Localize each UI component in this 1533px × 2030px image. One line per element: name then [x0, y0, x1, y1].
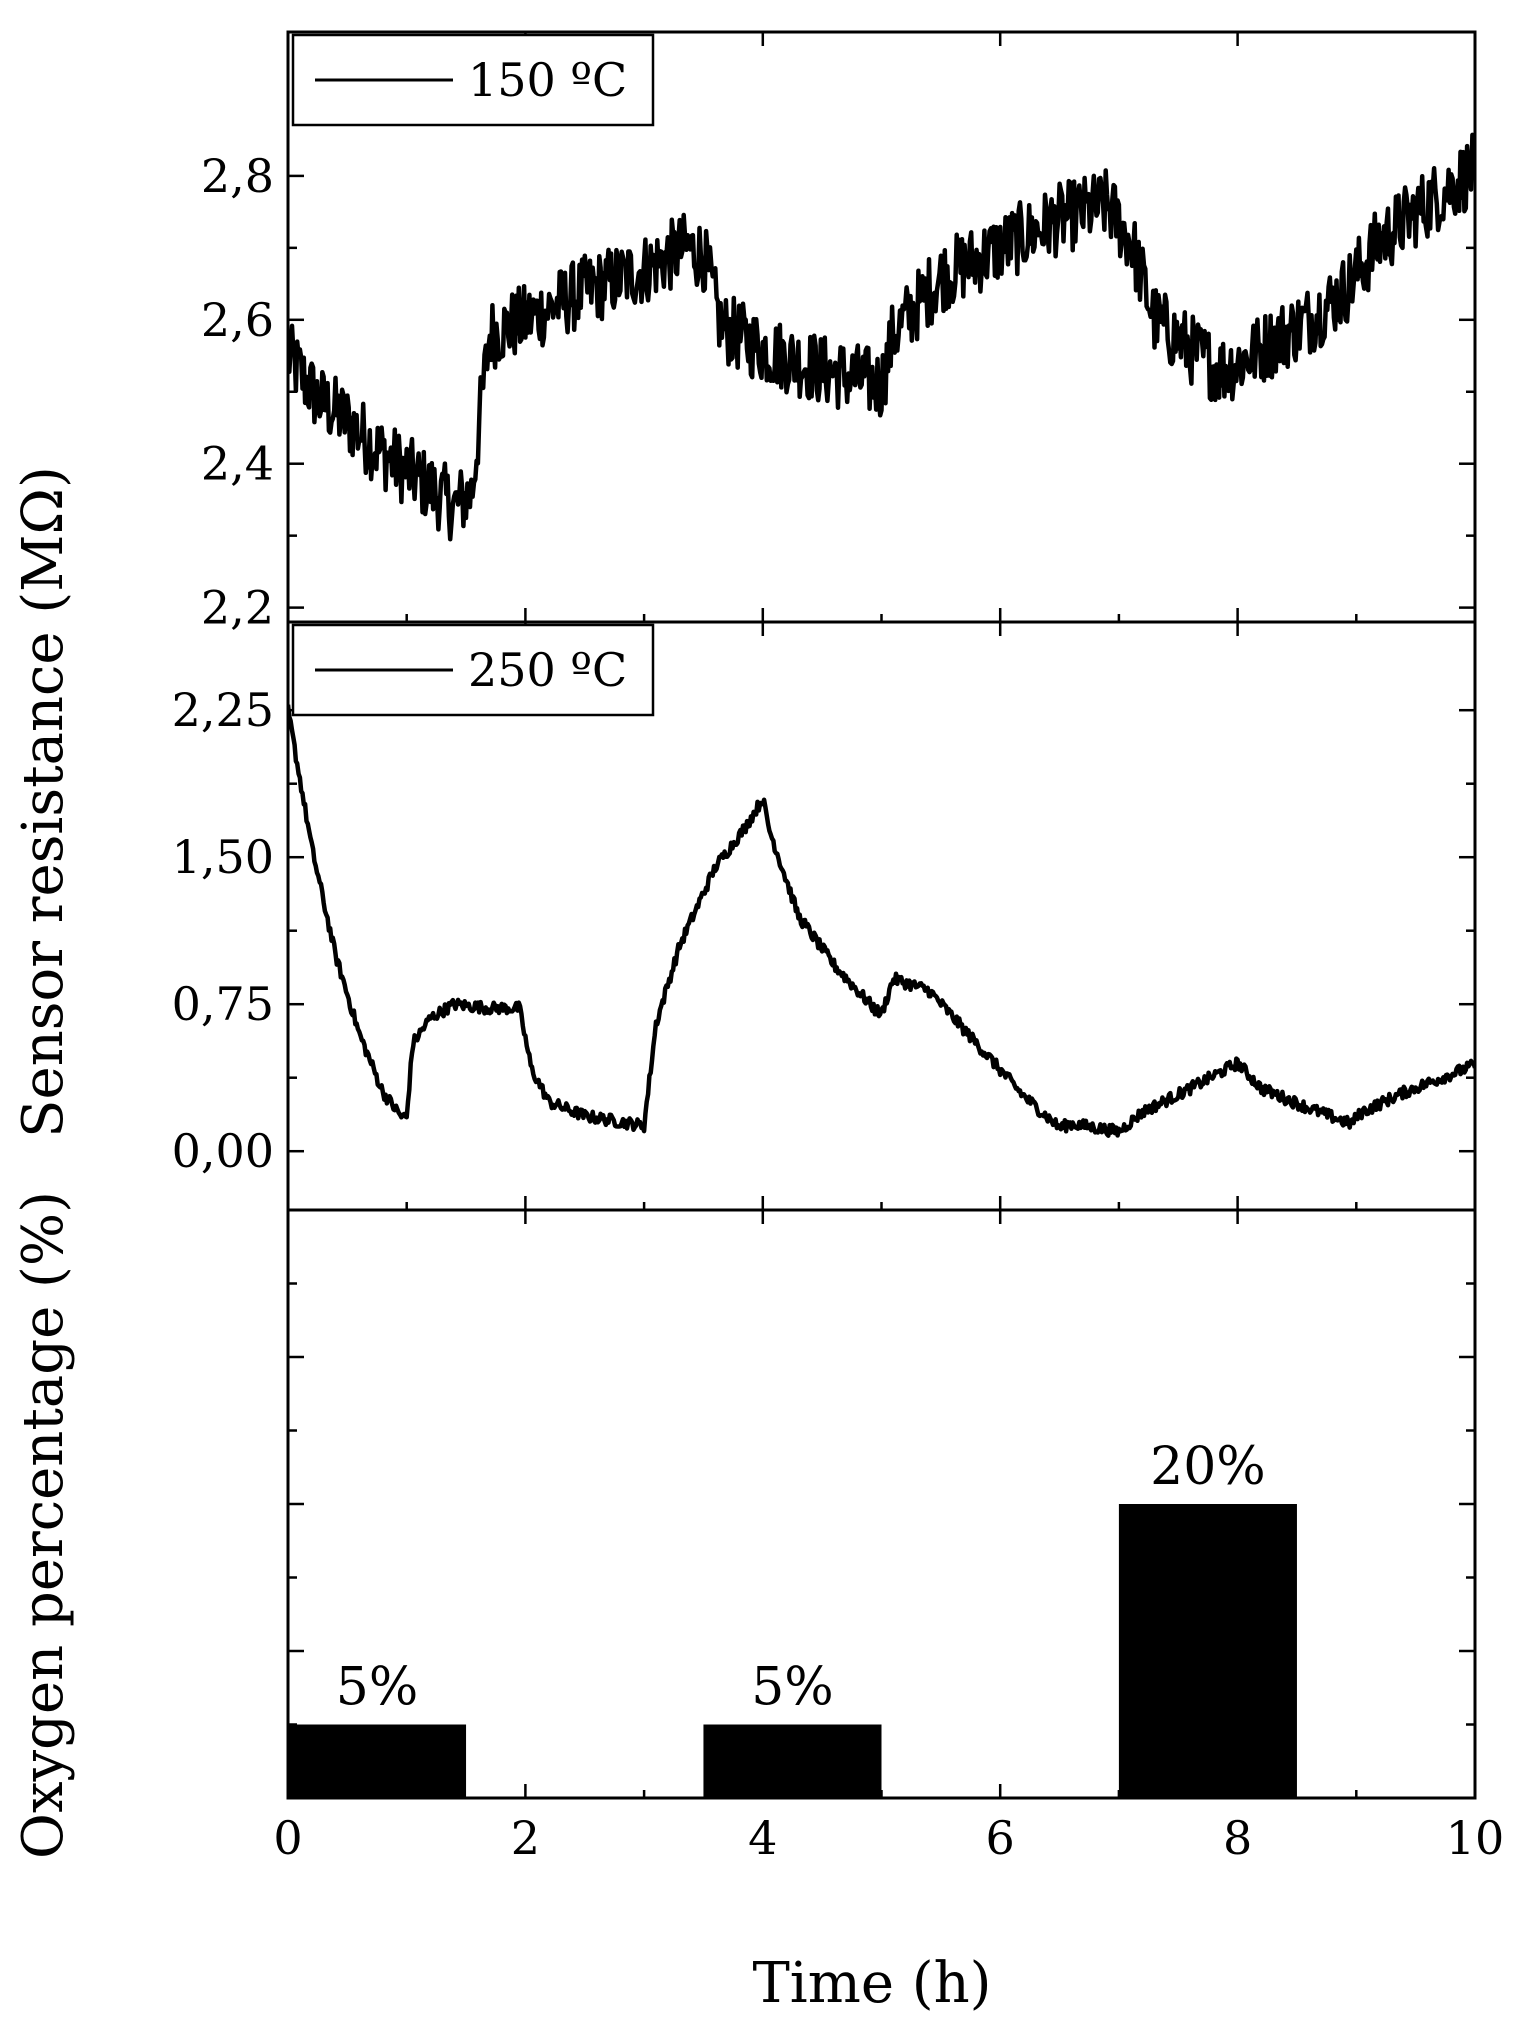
y-tick-label: 1,50 — [172, 830, 274, 884]
x-tick-label: 4 — [748, 1811, 777, 1865]
series-line — [288, 704, 1475, 1138]
oxygen-bar — [1118, 1504, 1297, 1798]
x-tick-label: 8 — [1223, 1811, 1252, 1865]
y-tick-label: 2,8 — [201, 149, 274, 203]
bar-value-label: 20% — [1150, 1437, 1266, 1497]
x-tick-label: 10 — [1446, 1811, 1505, 1865]
y-tick-label: 2,2 — [201, 581, 274, 635]
panels-layer: 2,2 2,4 2,6 2,8 150 ºC 0,00 0,75 1,50 2,25 250 ºC… — [172, 30, 1505, 1865]
y-tick-label: 2,25 — [172, 683, 274, 737]
legend-entry: 250 ºC — [468, 643, 627, 697]
bar-value-label: 5% — [336, 1658, 419, 1718]
sensor-resistance-axis-title: Sensor resistance (MΩ) — [11, 466, 76, 1138]
oxygen-bar — [703, 1724, 882, 1798]
time-axis-title: Time (h) — [752, 1951, 991, 2016]
y-tick-label: 0,75 — [172, 977, 274, 1031]
y-tick-label: 0,00 — [172, 1124, 274, 1178]
panel-bottom: 0 2 4 6 8 10 5% 5% 20% — [273, 1208, 1505, 1865]
x-tick-label: 2 — [511, 1811, 540, 1865]
series-line — [288, 132, 1475, 542]
y-tick-label: 2,6 — [201, 293, 274, 347]
panel-top: 2,2 2,4 2,6 2,8 150 ºC — [201, 30, 1477, 635]
x-tick-label: 6 — [986, 1811, 1015, 1865]
oxygen-bar — [288, 1724, 467, 1798]
y-tick-label: 2,4 — [201, 437, 274, 491]
x-tick-label: 0 — [273, 1811, 302, 1865]
bar-value-label: 5% — [751, 1658, 834, 1718]
panel-middle: 0,00 0,75 1,50 2,25 250 ºC — [172, 620, 1477, 1212]
oxygen-percentage-axis-title: Oxygen percentage (%) — [11, 1191, 76, 1859]
legend-entry: 150 ºC — [468, 53, 627, 107]
